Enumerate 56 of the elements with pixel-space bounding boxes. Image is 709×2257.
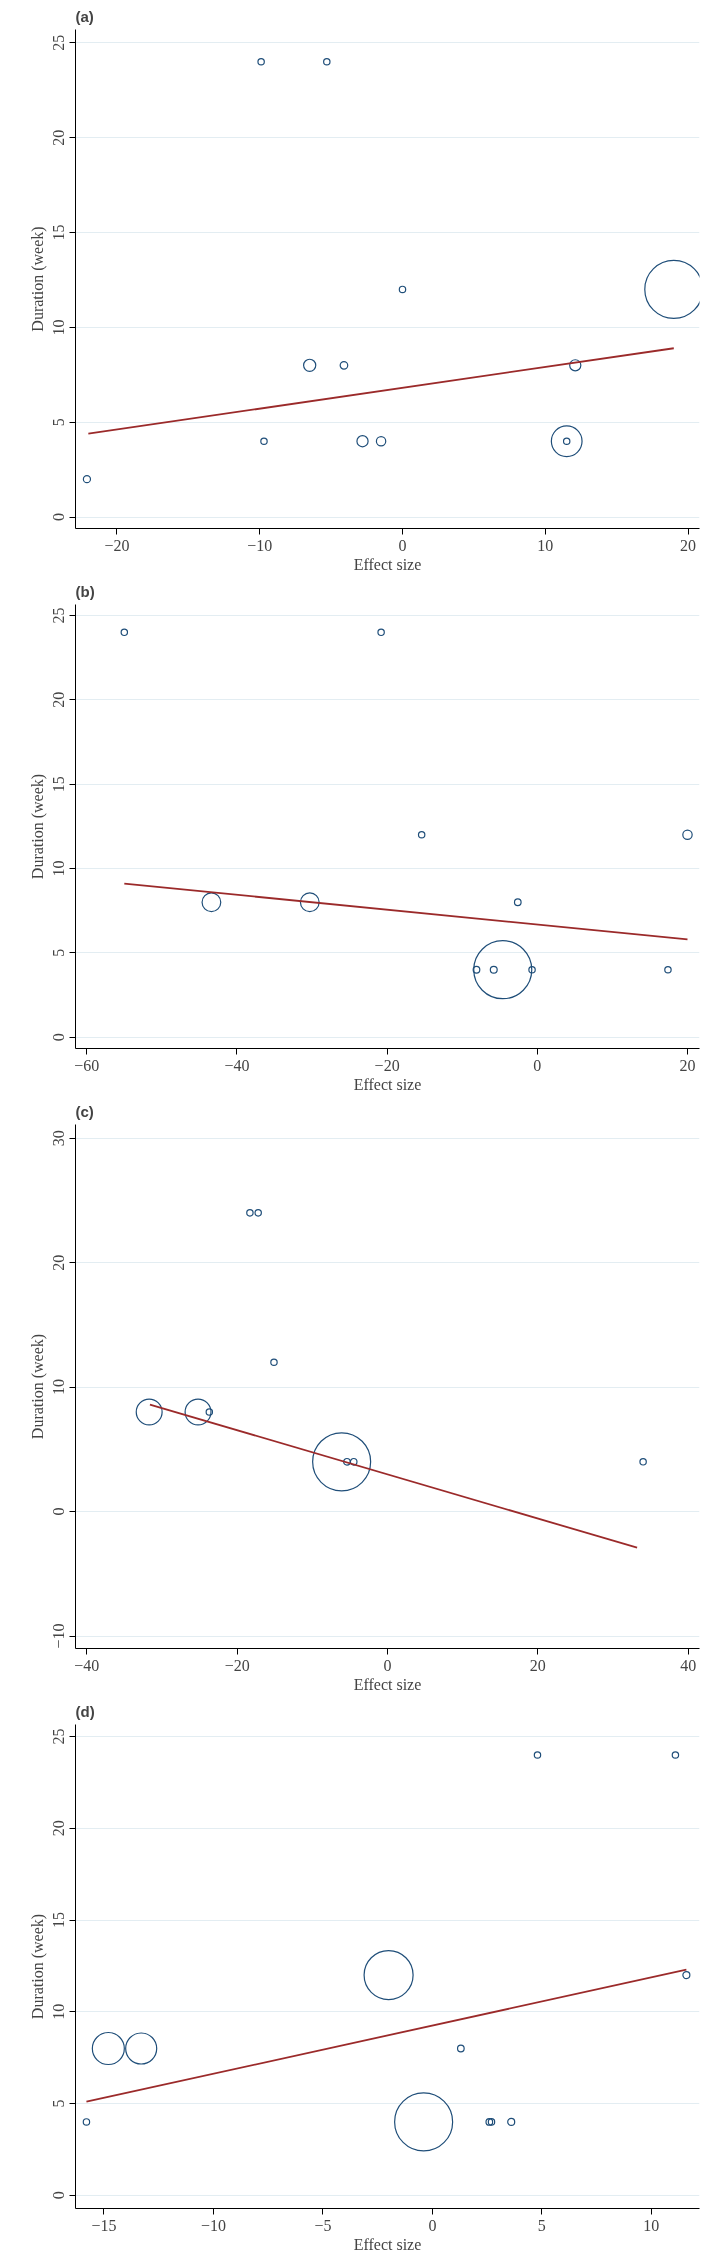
y-tick-label: 0 bbox=[50, 1507, 68, 1516]
y-tick-label: 10 bbox=[50, 319, 68, 336]
chart-title: (a) bbox=[75, 7, 94, 25]
x-tick-label: 20 bbox=[679, 1056, 696, 1074]
y-tick-label: 25 bbox=[50, 34, 68, 51]
y-tick-label: 15 bbox=[50, 224, 68, 241]
x-tick-label: −20 bbox=[374, 1056, 400, 1074]
x-tick-label: 40 bbox=[680, 1656, 697, 1674]
x-tick-label: 10 bbox=[537, 536, 554, 554]
chart-title: (b) bbox=[75, 582, 95, 600]
y-tick-label: 20 bbox=[50, 691, 68, 708]
x-axis-title: Effect size bbox=[353, 1075, 422, 1093]
y-axis-title: Duration (week) bbox=[28, 226, 47, 332]
y-tick-label: 0 bbox=[50, 513, 68, 522]
x-tick-label: 0 bbox=[533, 1056, 542, 1074]
y-tick-label: 0 bbox=[50, 2191, 68, 2200]
x-tick-label: −15 bbox=[91, 2216, 117, 2234]
y-tick-label: 20 bbox=[50, 129, 68, 146]
x-tick-label: −40 bbox=[224, 1056, 250, 1074]
y-axis-title: Duration (week) bbox=[28, 773, 47, 880]
chart-title: (d) bbox=[75, 1702, 95, 1720]
y-tick-label: 25 bbox=[50, 1728, 68, 1745]
y-tick-label: 5 bbox=[50, 418, 68, 427]
x-tick-label: 10 bbox=[643, 2216, 660, 2234]
y-tick-label: 15 bbox=[50, 1912, 68, 1929]
y-tick-label: 15 bbox=[50, 776, 68, 793]
x-tick-label: −5 bbox=[314, 2216, 332, 2234]
y-tick-label: 10 bbox=[50, 2003, 68, 2020]
y-tick-label: 20 bbox=[50, 1820, 68, 1837]
y-tick-label: 5 bbox=[50, 948, 68, 957]
y-tick-label: 10 bbox=[50, 1379, 68, 1396]
x-tick-label: 0 bbox=[383, 1656, 392, 1674]
x-axis-title: Effect size bbox=[353, 1675, 422, 1693]
x-tick-label: 20 bbox=[680, 536, 697, 554]
y-tick-label: 5 bbox=[50, 2099, 68, 2108]
y-axis-title: Duration (week) bbox=[28, 1333, 47, 1440]
chart-title: (c) bbox=[75, 1102, 94, 1120]
y-axis-title: Duration (week) bbox=[28, 1913, 47, 2020]
x-tick-label: −20 bbox=[104, 536, 130, 554]
y-tick-label: −10 bbox=[50, 1623, 68, 1649]
y-tick-label: 20 bbox=[50, 1254, 68, 1271]
x-tick-label: −60 bbox=[74, 1056, 100, 1074]
y-tick-label: 30 bbox=[50, 1130, 68, 1147]
x-tick-label: −10 bbox=[200, 2216, 226, 2234]
x-tick-label: 5 bbox=[537, 2216, 546, 2234]
y-tick-label: 10 bbox=[50, 860, 68, 877]
x-tick-label: 20 bbox=[529, 1656, 546, 1674]
x-tick-label: −40 bbox=[74, 1656, 100, 1674]
x-axis-title: Effect size bbox=[353, 555, 422, 573]
x-tick-label: −10 bbox=[247, 536, 273, 554]
x-axis-title: Effect size bbox=[353, 2235, 422, 2253]
y-tick-label: 25 bbox=[50, 607, 68, 624]
x-tick-label: 0 bbox=[428, 2216, 437, 2234]
x-tick-label: −20 bbox=[224, 1656, 250, 1674]
y-tick-label: 0 bbox=[50, 1033, 68, 1042]
x-tick-label: 0 bbox=[398, 536, 407, 554]
